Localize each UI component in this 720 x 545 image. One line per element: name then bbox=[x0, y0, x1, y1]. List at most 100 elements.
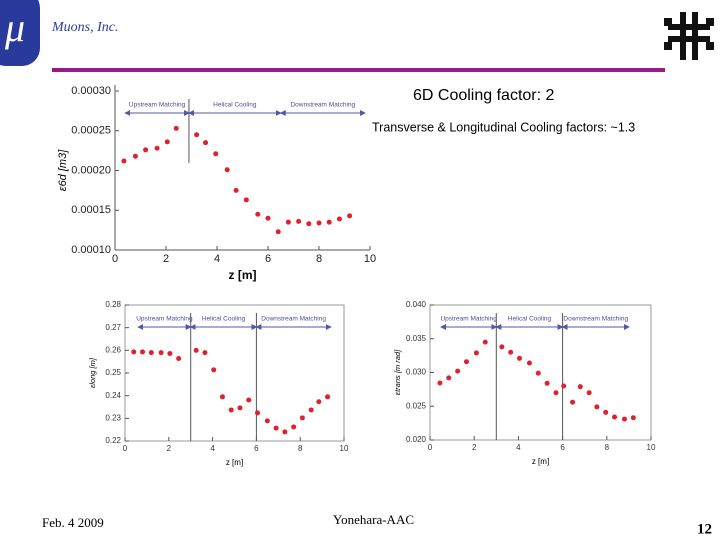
y-tick-label: 0.00025 bbox=[71, 125, 111, 137]
x-tick-label: 0 bbox=[123, 444, 128, 453]
x-tick-label: 6 bbox=[265, 253, 271, 265]
x-tick-label: 2 bbox=[472, 443, 477, 452]
data-point bbox=[553, 390, 559, 396]
x-tick-label: 6 bbox=[560, 443, 565, 452]
y-tick-label: 0.00015 bbox=[71, 204, 111, 216]
section-label: Downstream Matching bbox=[563, 316, 628, 323]
data-point bbox=[121, 158, 127, 164]
data-point bbox=[131, 349, 137, 355]
data-point bbox=[526, 360, 532, 366]
y-tick-label: 0.24 bbox=[105, 391, 121, 400]
data-point bbox=[285, 219, 291, 225]
x-tick-label: 8 bbox=[605, 443, 610, 452]
section-label: Upstream Matching bbox=[440, 316, 497, 323]
data-point bbox=[194, 132, 200, 138]
x-tick-label: 10 bbox=[364, 253, 376, 265]
data-point bbox=[275, 229, 281, 235]
data-point bbox=[508, 349, 514, 355]
page-number: 12 bbox=[697, 521, 712, 537]
data-point bbox=[176, 355, 182, 361]
x-tick-label: 8 bbox=[316, 253, 322, 265]
data-point bbox=[264, 418, 270, 424]
x-tick-label: 2 bbox=[167, 444, 172, 453]
footer-date: Feb. 4 2009 bbox=[42, 515, 104, 530]
y-tick-label: 0.28 bbox=[105, 300, 121, 309]
section-label: Helical Cooling bbox=[508, 316, 552, 323]
logo-text: μ bbox=[4, 5, 25, 50]
data-point bbox=[612, 414, 618, 420]
chart: 0.00010 0.00015 0.00020 0.00025 0.00030 0 2 4 6 8… bbox=[57, 85, 376, 282]
data-point bbox=[347, 213, 353, 219]
section-label: Helical Cooling bbox=[202, 316, 246, 323]
section-label: Downstream Matching bbox=[261, 316, 326, 323]
data-point bbox=[148, 350, 154, 356]
note: Transverse & Longitudinal Cooling factor… bbox=[372, 120, 635, 134]
y-tick-label: 0.035 bbox=[406, 334, 427, 343]
section-label: Upstream Matching bbox=[129, 102, 186, 109]
section-label: Upstream Matching bbox=[136, 316, 193, 323]
logo-badge bbox=[0, 0, 40, 66]
data-point bbox=[228, 407, 234, 413]
y-tick-label: 0.025 bbox=[406, 401, 427, 410]
x-tick-label: 4 bbox=[516, 443, 521, 452]
data-point bbox=[455, 368, 461, 374]
data-point bbox=[499, 344, 505, 350]
data-point bbox=[140, 349, 146, 355]
y-axis-label: εtrans [m rad] bbox=[393, 349, 402, 395]
data-point bbox=[316, 220, 322, 226]
data-point bbox=[325, 394, 331, 400]
data-point bbox=[517, 355, 523, 361]
plot-frame bbox=[124, 304, 345, 442]
y-axis-label: εlong [m] bbox=[88, 357, 97, 388]
data-point bbox=[265, 215, 271, 221]
data-point bbox=[299, 415, 305, 421]
data-point bbox=[316, 399, 322, 405]
y-tick-label: 0.25 bbox=[105, 368, 121, 377]
data-point bbox=[586, 390, 592, 396]
data-point bbox=[273, 425, 279, 431]
data-point bbox=[224, 167, 230, 173]
footer-author: Yonehara-AAC bbox=[333, 512, 414, 527]
data-point bbox=[630, 415, 636, 421]
header-rule bbox=[52, 68, 665, 72]
chart: 0.22 0.23 0.24 0.25 0.26 0.27 0.28 0 2 4 6 8 10 z [m]… bbox=[88, 300, 349, 467]
data-point bbox=[219, 394, 225, 400]
data-point bbox=[535, 370, 541, 376]
data-point bbox=[167, 351, 173, 357]
x-tick-label: 6 bbox=[254, 444, 259, 453]
x-tick-label: 4 bbox=[214, 253, 220, 265]
y-tick-label: 0.020 bbox=[406, 435, 427, 444]
y-tick-label: 0.040 bbox=[406, 300, 427, 309]
data-point bbox=[237, 405, 243, 411]
data-point bbox=[482, 339, 488, 345]
company-name: Muons, Inc. bbox=[51, 20, 119, 35]
data-point bbox=[233, 187, 239, 193]
y-tick-label: 0.26 bbox=[105, 345, 121, 354]
section-label: Helical Cooling bbox=[213, 102, 257, 109]
y-tick-label: 0.00030 bbox=[71, 85, 111, 97]
x-tick-label: 10 bbox=[647, 443, 656, 452]
data-point bbox=[291, 424, 297, 430]
data-point bbox=[570, 399, 576, 405]
data-point bbox=[255, 211, 261, 217]
data-point bbox=[473, 350, 479, 356]
data-point bbox=[326, 219, 332, 225]
x-tick-label: 4 bbox=[210, 444, 215, 453]
x-tick-label: 2 bbox=[163, 253, 169, 265]
x-tick-label: 0 bbox=[428, 443, 433, 452]
data-point bbox=[577, 384, 583, 390]
note: 6D Cooling factor: 2 bbox=[413, 87, 555, 104]
data-point bbox=[158, 350, 164, 356]
y-tick-label: 0.030 bbox=[406, 368, 427, 377]
data-point bbox=[306, 221, 312, 227]
x-tick-label: 0 bbox=[112, 253, 118, 265]
x-tick-label: 10 bbox=[340, 444, 349, 453]
data-point bbox=[561, 383, 567, 389]
data-point bbox=[154, 145, 160, 151]
data-point bbox=[213, 151, 219, 157]
data-point bbox=[446, 375, 452, 381]
data-point bbox=[282, 429, 288, 435]
chart: 0.020 0.025 0.030 0.035 0.040 0 2 4 6 8 10 z [m] εtr… bbox=[393, 300, 656, 466]
y-axis-label: ε6d [m3] bbox=[57, 149, 69, 191]
